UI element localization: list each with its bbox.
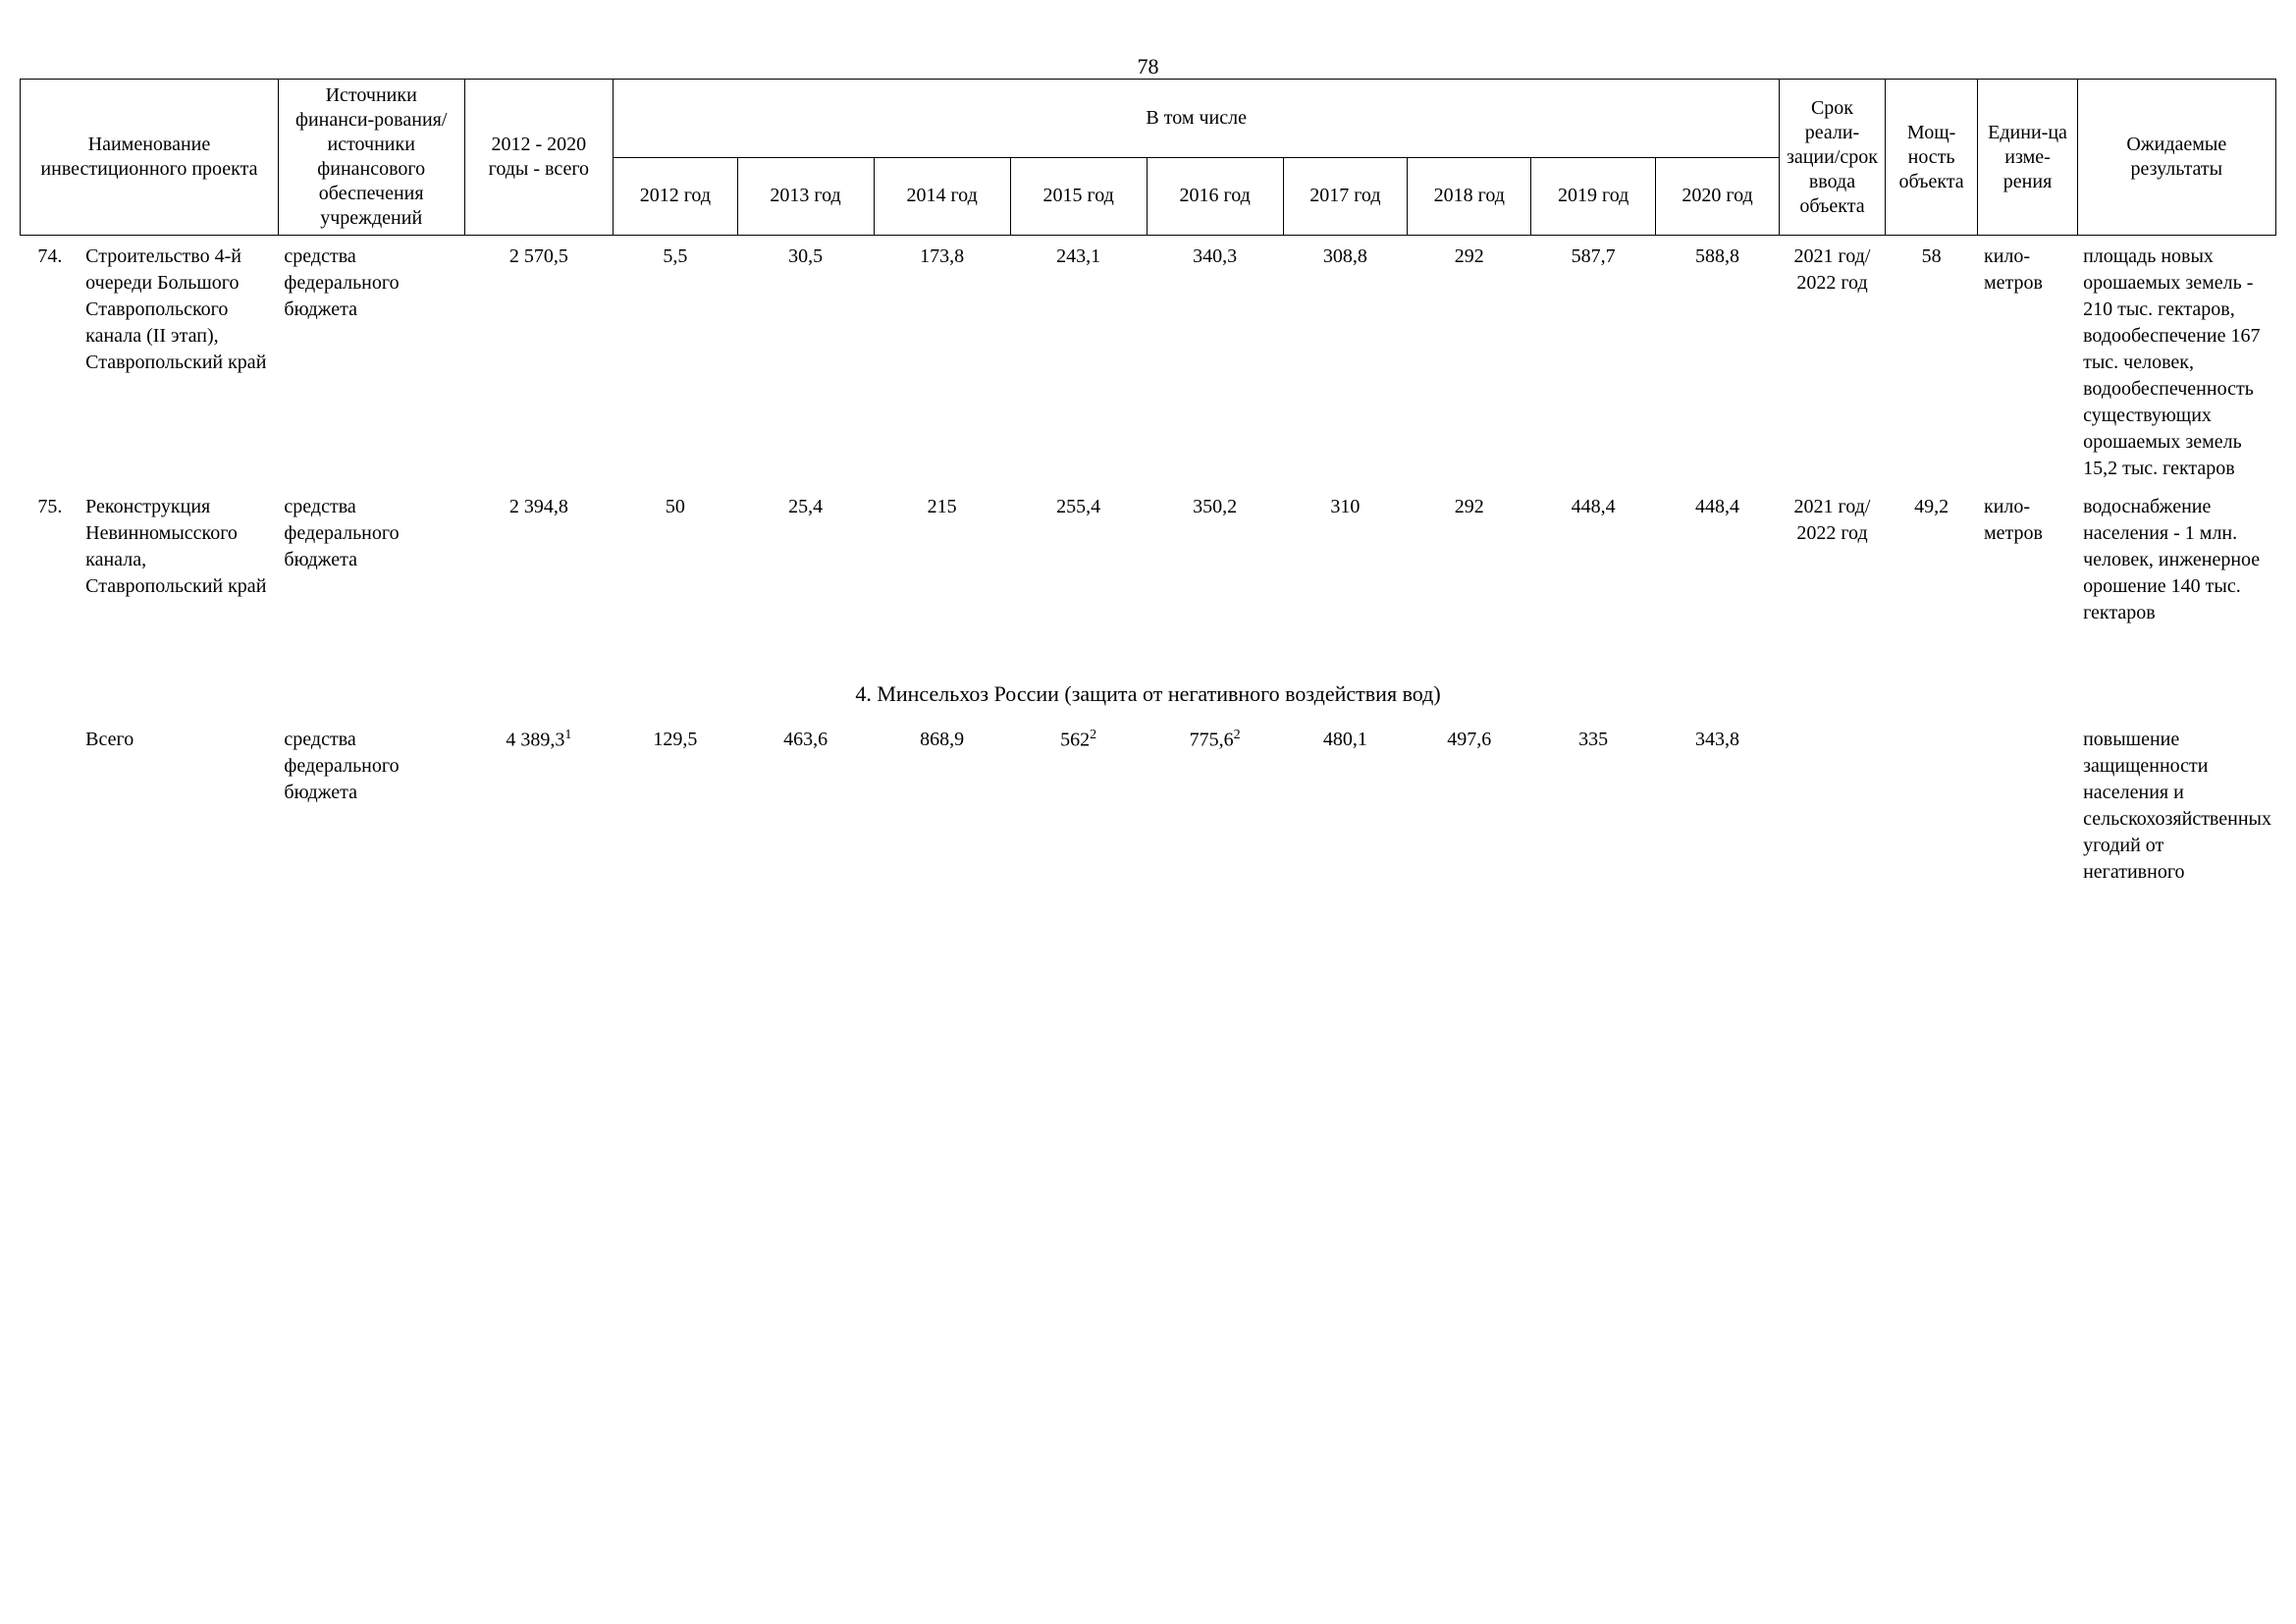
header-year-2020: 2020 год <box>1655 157 1779 236</box>
row-y2014: 173,8 <box>874 236 1010 487</box>
document-page: 78 Наименование инвестиционного проекта <box>0 0 2296 1624</box>
row-power: 49,2 <box>1885 486 1978 630</box>
row-unit: кило-метров <box>1978 486 2077 630</box>
row-y2014: 868,9 <box>874 719 1010 890</box>
row-y2013: 25,4 <box>737 486 874 630</box>
header-year-2017: 2017 год <box>1283 157 1407 236</box>
row-y2015-sup: 2 <box>1090 728 1096 742</box>
row-y2014: 215 <box>874 486 1010 630</box>
header-year-2015: 2015 год <box>1010 157 1147 236</box>
row-y2016: 340,3 <box>1147 236 1283 487</box>
header-year-2018: 2018 год <box>1408 157 1531 236</box>
row-unit <box>1978 719 2077 890</box>
table-header: Наименование инвестиционного проекта Ист… <box>21 80 2276 236</box>
row-name: Реконструкция Невинномысского канала, Ст… <box>80 486 278 630</box>
row-source: средства федерального бюджета <box>278 236 464 487</box>
header-unit: Едини-ца изме-рения <box>1978 80 2077 236</box>
row-y2015: 5622 <box>1010 719 1147 890</box>
header-year-2019: 2019 год <box>1531 157 1655 236</box>
row-y2017: 310 <box>1283 486 1407 630</box>
row-y2017: 480,1 <box>1283 719 1407 890</box>
row-total-sup: 1 <box>564 728 571 742</box>
table-row: 75. Реконструкция Невинномысского канала… <box>21 486 2276 630</box>
row-y2018: 292 <box>1408 486 1531 630</box>
row-y2016-sup: 2 <box>1234 728 1241 742</box>
table-row: 74. Строительство 4-й очереди Большого С… <box>21 236 2276 487</box>
header-including: В том числе <box>614 80 1780 158</box>
header-year-2013: 2013 год <box>737 157 874 236</box>
header-year-2012: 2012 год <box>614 157 737 236</box>
row-y2019: 448,4 <box>1531 486 1655 630</box>
header-name: Наименование инвестиционного проекта <box>21 80 279 236</box>
row-source: средства федерального бюджета <box>278 719 464 890</box>
row-power <box>1885 719 1978 890</box>
row-term: 2021 год/ 2022 год <box>1780 236 1885 487</box>
row-number: 75. <box>21 486 80 630</box>
row-name: Всего <box>80 719 278 890</box>
section-title: 4. Минсельхоз России (защита от негативн… <box>21 630 2276 719</box>
row-power: 58 <box>1885 236 1978 487</box>
row-term <box>1780 719 1885 890</box>
section-title-row: 4. Минсельхоз России (защита от негативн… <box>21 630 2276 719</box>
row-y2018: 497,6 <box>1408 719 1531 890</box>
row-y2020: 448,4 <box>1655 486 1779 630</box>
header-total: 2012 - 2020 годы - всего <box>464 80 614 236</box>
row-name: Строительство 4-й очереди Большого Ставр… <box>80 236 278 487</box>
row-total: 2 394,8 <box>464 486 614 630</box>
row-total: 4 389,31 <box>464 719 614 890</box>
row-y2012: 50 <box>614 486 737 630</box>
row-y2016-value: 775,6 <box>1190 729 1234 750</box>
header-source: Источники финанси-рования/источники фина… <box>278 80 464 236</box>
row-y2012: 129,5 <box>614 719 737 890</box>
row-y2015-value: 562 <box>1060 729 1090 750</box>
row-number: 74. <box>21 236 80 487</box>
row-y2018: 292 <box>1408 236 1531 487</box>
row-y2015: 243,1 <box>1010 236 1147 487</box>
row-y2020: 588,8 <box>1655 236 1779 487</box>
header-year-2014: 2014 год <box>874 157 1010 236</box>
row-y2016: 350,2 <box>1147 486 1283 630</box>
row-y2019: 335 <box>1531 719 1655 890</box>
row-number <box>21 719 80 890</box>
row-y2020: 343,8 <box>1655 719 1779 890</box>
page-number: 78 <box>0 54 2296 80</box>
row-results: повышение защищенности населения и сельс… <box>2077 719 2275 890</box>
header-term: Срок реали-зации/срок ввода объекта <box>1780 80 1885 236</box>
table-row-total: Всего средства федерального бюджета 4 38… <box>21 719 2276 890</box>
row-source: средства федерального бюджета <box>278 486 464 630</box>
row-y2012: 5,5 <box>614 236 737 487</box>
row-results: площадь новых орошаемых земель - 210 тыс… <box>2077 236 2275 487</box>
header-results: Ожидаемые результаты <box>2077 80 2275 236</box>
row-y2016: 775,62 <box>1147 719 1283 890</box>
row-term: 2021 год/ 2022 год <box>1780 486 1885 630</box>
row-total-value: 4 389,3 <box>506 729 564 750</box>
row-y2013: 30,5 <box>737 236 874 487</box>
row-results: водоснабжение населения - 1 млн. человек… <box>2077 486 2275 630</box>
investment-table: Наименование инвестиционного проекта Ист… <box>20 79 2276 890</box>
row-y2015: 255,4 <box>1010 486 1147 630</box>
header-power: Мощ-ность объекта <box>1885 80 1978 236</box>
row-y2017: 308,8 <box>1283 236 1407 487</box>
row-unit: кило-метров <box>1978 236 2077 487</box>
row-y2019: 587,7 <box>1531 236 1655 487</box>
row-total: 2 570,5 <box>464 236 614 487</box>
header-year-2016: 2016 год <box>1147 157 1283 236</box>
row-y2013: 463,6 <box>737 719 874 890</box>
